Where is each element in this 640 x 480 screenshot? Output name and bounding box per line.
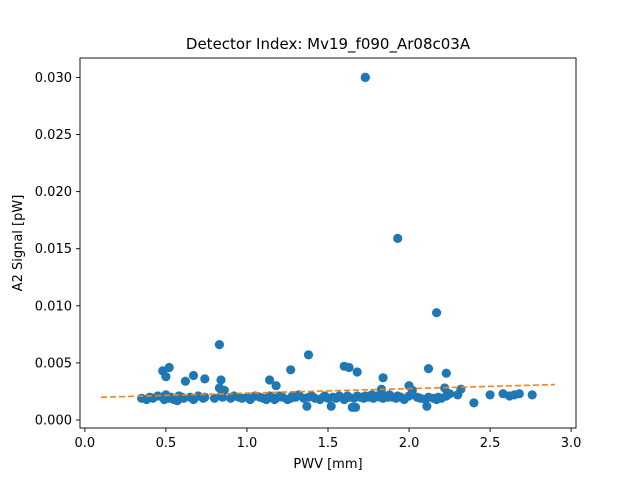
scatter-point [326,401,336,411]
scatter-point [527,390,537,400]
scatter-point [271,381,281,391]
scatter-point [469,398,479,408]
scatter-point [423,364,434,374]
y-tick-label: 0.015 [35,242,72,257]
scatter-point [393,233,403,243]
scatter-point [302,401,312,411]
scatter-point [218,392,228,402]
x-tick-label: 0.0 [75,436,96,451]
scatter-point [219,385,229,395]
scatter-point [485,390,495,400]
scatter-point [164,362,174,373]
x-tick-label: 3.0 [561,436,582,451]
x-axis-ticks: 0.0 0.5 1.0 1.5 2.0 2.5 3.0 [75,428,582,451]
fit-line [101,383,555,398]
y-tick-label: 0.005 [35,356,72,371]
x-tick-label: 1.0 [237,436,258,451]
y-tick-label: 0.000 [35,414,72,429]
chart-title: Detector Index: Mv19_f090_Ar08c03A [186,35,471,54]
y-tick-label: 0.030 [35,71,72,86]
scatter-point [422,401,432,411]
scatter-point [303,350,314,360]
scatter-point [456,384,466,394]
scatter-point [344,362,354,373]
y-axis-ticks: 0.000 0.005 0.010 0.015 0.020 0.025 0.030 [35,71,80,429]
y-tick-label: 0.020 [35,185,72,200]
x-tick-label: 2.5 [480,436,501,451]
scatter-point [216,375,226,385]
scatter-point [352,367,362,377]
scatter-point [445,389,455,399]
scatter-point [441,368,451,378]
x-tick-label: 2.0 [399,436,420,451]
plot-content [101,72,555,412]
y-tick-label: 0.025 [35,128,72,143]
scatter-point [188,370,199,381]
y-tick-label: 0.010 [35,299,72,314]
scatter-point [432,308,442,318]
scatter-point [286,365,296,375]
plot-area [80,58,576,428]
x-axis-label: PWV [mm] [293,457,362,472]
x-tick-label: 1.5 [318,436,339,451]
scatter-point [514,389,524,399]
scatter-point [265,375,275,385]
scatter-point [200,374,210,384]
scatter-point [378,373,388,383]
scatter-point [351,402,361,412]
scatter-point [180,376,190,386]
scatter-point [360,72,370,82]
x-tick-label: 0.5 [156,436,177,451]
scatter-point [214,340,224,350]
scatter-point [161,372,171,382]
y-axis-label: A2 Signal [pW] [11,195,26,292]
